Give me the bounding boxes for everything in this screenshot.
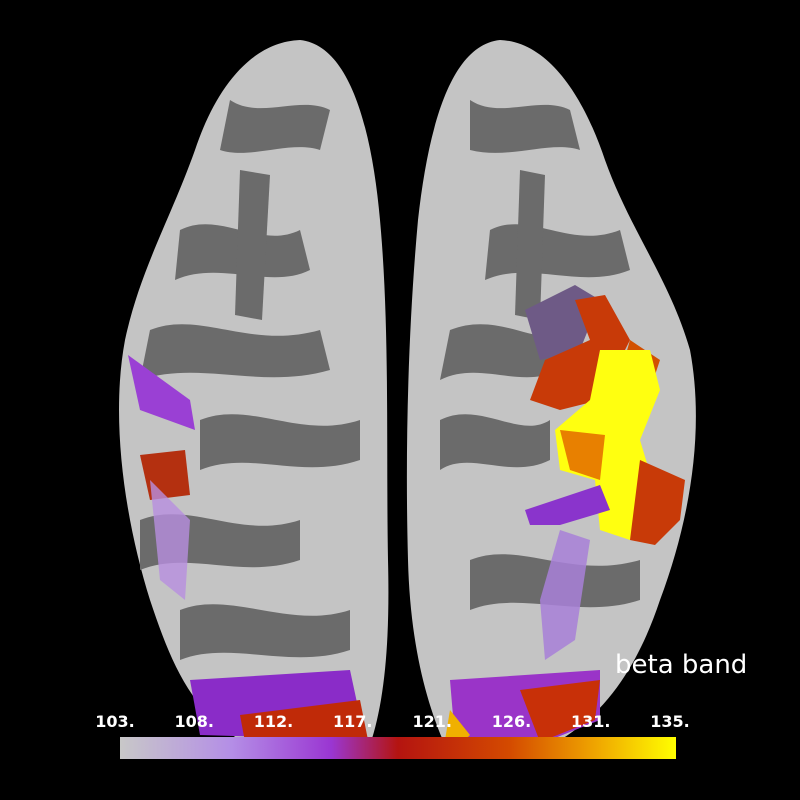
colorbar-tick-label: 126. bbox=[492, 712, 531, 731]
title: beta band bbox=[615, 650, 747, 680]
activation-patches bbox=[128, 355, 368, 742]
right-hemisphere bbox=[406, 40, 696, 745]
left-hemisphere bbox=[119, 40, 389, 745]
colorbar-tick-label: 112. bbox=[254, 712, 293, 731]
colorbar bbox=[120, 737, 676, 759]
activation-patches bbox=[445, 285, 685, 745]
colorbar-tick-label: 131. bbox=[571, 712, 610, 731]
colorbar-tick-label: 121. bbox=[412, 712, 451, 731]
colorbar-tick-label: 117. bbox=[333, 712, 372, 731]
colorbar-tick-label: 103. bbox=[95, 712, 134, 731]
colorbar-tick-label: 108. bbox=[175, 712, 214, 731]
colorbar-tick-label: 135. bbox=[650, 712, 689, 731]
